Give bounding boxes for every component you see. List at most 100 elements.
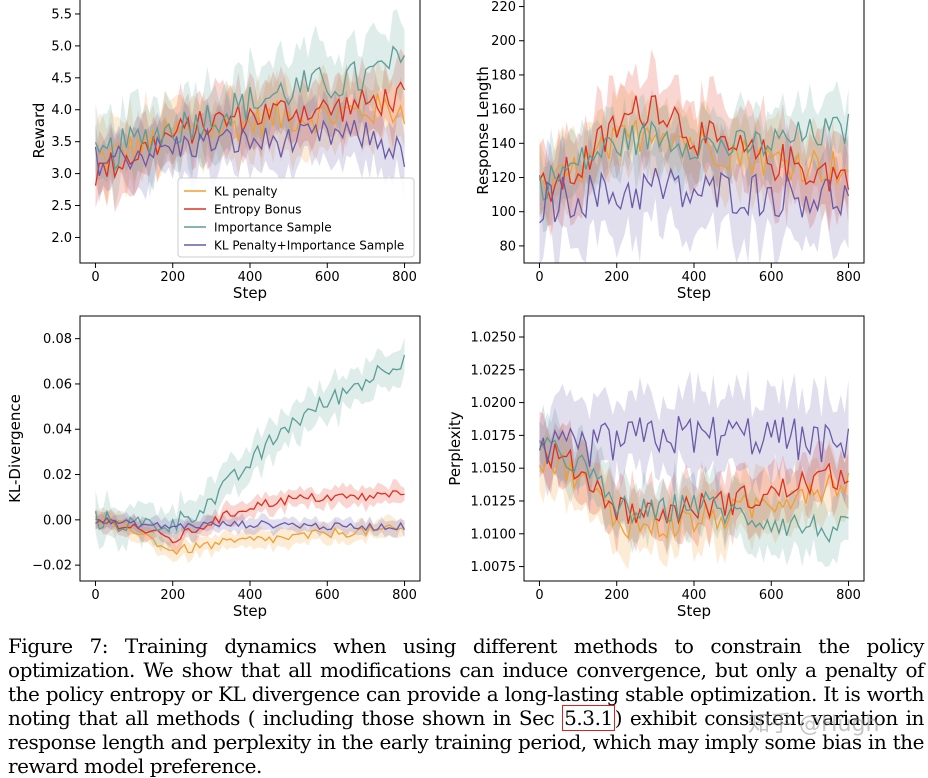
x-tick-label: 400 bbox=[238, 588, 263, 603]
y-tick-label: −0.02 bbox=[32, 559, 72, 574]
plot-area-reward bbox=[94, 9, 406, 213]
panel-kl_divergence: 0 200 400 600 800 −0.02 0.00 0.02 0.04 0.06 0.08 St… bbox=[6, 315, 421, 620]
y-tick-label: 200 bbox=[491, 34, 516, 49]
line-kl_importance bbox=[94, 119, 406, 176]
line-importance_sample bbox=[538, 436, 849, 544]
y-axis-label: Perplexity bbox=[446, 411, 464, 485]
figure-caption: Figure 7: Training dynamics when using d… bbox=[8, 634, 924, 778]
band-kl_importance bbox=[95, 509, 405, 538]
y-tick-label: 5.5 bbox=[51, 7, 72, 22]
y-tick-label: 1.0200 bbox=[471, 396, 517, 411]
y-tick-label: 2.5 bbox=[51, 199, 72, 214]
y-tick-label: 3.5 bbox=[51, 135, 72, 150]
plot-area-kl_divergence bbox=[94, 337, 406, 564]
band-entropy_bonus bbox=[95, 479, 405, 553]
band-kl_penalty bbox=[95, 506, 405, 564]
legend-label-kl_importance: KL Penalty+Importance Sample bbox=[214, 239, 404, 253]
legend-label-importance_sample: Importance Sample bbox=[214, 221, 332, 235]
caption-text-1: Figure 7: Training dynamics when using d… bbox=[8, 634, 924, 730]
x-tick-label: 200 bbox=[604, 588, 629, 603]
y-tick-label: 1.0150 bbox=[471, 462, 517, 477]
y-tick-label: 1.0075 bbox=[471, 560, 517, 575]
y-tick-label: 2.0 bbox=[51, 231, 72, 246]
x-tick-label: 800 bbox=[836, 270, 861, 285]
line-importance_sample bbox=[538, 113, 850, 201]
x-tick-label: 200 bbox=[160, 270, 185, 285]
band-kl_penalty bbox=[95, 57, 405, 208]
y-tick-label: 180 bbox=[491, 68, 516, 83]
y-tick-label: 140 bbox=[491, 137, 516, 152]
x-tick-label: 400 bbox=[238, 270, 263, 285]
x-axis-label: Step bbox=[233, 284, 267, 302]
line-kl_importance bbox=[538, 416, 850, 468]
x-axis-label: Step bbox=[677, 284, 711, 302]
x-tick-label: 600 bbox=[315, 270, 340, 285]
legend-box bbox=[177, 177, 415, 258]
section-ref-link[interactable]: 5.3.1 bbox=[562, 705, 615, 731]
y-tick-label: 0.02 bbox=[43, 468, 72, 483]
line-kl_penalty bbox=[94, 516, 405, 555]
line-entropy_bonus bbox=[539, 441, 849, 525]
x-tick-label: 0 bbox=[535, 588, 543, 603]
band-kl_importance bbox=[95, 86, 405, 203]
x-tick-label: 800 bbox=[836, 588, 861, 603]
band-kl_importance bbox=[539, 369, 849, 515]
y-axis-label: Reward bbox=[30, 103, 48, 159]
legend-label-entropy_bonus: Entropy Bonus bbox=[214, 203, 301, 217]
watermark: 知乎 @Hugh bbox=[748, 712, 880, 737]
y-tick-label: 4.0 bbox=[51, 103, 72, 118]
line-importance_sample bbox=[94, 354, 406, 533]
plot-area-response_length bbox=[538, 49, 850, 263]
x-tick-label: 0 bbox=[91, 588, 99, 603]
y-axis-label: Response Length bbox=[474, 66, 492, 195]
line-kl_penalty bbox=[539, 119, 849, 197]
y-tick-label: 220 bbox=[491, 0, 516, 15]
x-tick-label: 400 bbox=[682, 588, 707, 603]
y-tick-label: 0.00 bbox=[43, 513, 72, 528]
x-axis-label: Step bbox=[677, 602, 711, 620]
line-entropy_bonus bbox=[95, 490, 405, 544]
line-kl_importance bbox=[539, 167, 850, 224]
y-tick-label: 80 bbox=[499, 239, 516, 254]
y-tick-label: 1.0125 bbox=[471, 494, 517, 509]
x-tick-label: 800 bbox=[392, 270, 417, 285]
x-tick-label: 0 bbox=[535, 270, 543, 285]
x-tick-label: 200 bbox=[604, 270, 629, 285]
panel-perplexity: 0 200 400 600 800 1.0075 1.0100 1.0125 1.0150 1.0… bbox=[446, 315, 865, 620]
x-tick-label: 800 bbox=[392, 588, 417, 603]
x-tick-label: 600 bbox=[315, 588, 340, 603]
y-tick-label: 3.0 bbox=[51, 167, 72, 182]
line-kl_importance bbox=[95, 516, 406, 532]
line-entropy_bonus bbox=[94, 81, 406, 186]
x-tick-label: 600 bbox=[759, 270, 784, 285]
y-tick-label: 5.0 bbox=[51, 39, 72, 54]
y-tick-label: 120 bbox=[491, 171, 516, 186]
line-entropy_bonus bbox=[538, 95, 850, 202]
y-tick-label: 0.08 bbox=[43, 332, 72, 347]
x-tick-label: 600 bbox=[759, 588, 784, 603]
band-importance_sample bbox=[539, 407, 849, 568]
y-axis-label: KL-Divergence bbox=[6, 394, 24, 503]
y-tick-label: 160 bbox=[491, 103, 516, 118]
y-tick-label: 1.0100 bbox=[471, 527, 517, 542]
panel-reward: 0 200 400 600 800 2.0 2.5 3.0 3.5 4.0 4.5 5.0 5.5 Ste… bbox=[30, 0, 421, 302]
x-tick-label: 200 bbox=[160, 588, 185, 603]
y-tick-label: 0.06 bbox=[43, 377, 72, 392]
panel-response_length: 0 200 400 600 800 80 100 120 140 160 180 200 220 Step… bbox=[474, 0, 865, 302]
plot-area-perplexity bbox=[538, 369, 850, 570]
legend: KL penalty Entropy Bonus Importance Sample… bbox=[177, 177, 415, 258]
y-tick-label: 1.0225 bbox=[471, 363, 517, 378]
y-tick-label: 1.0250 bbox=[471, 330, 517, 345]
band-entropy_bonus bbox=[95, 48, 405, 213]
x-tick-label: 0 bbox=[91, 270, 99, 285]
x-tick-label: 400 bbox=[682, 270, 707, 285]
band-importance_sample bbox=[539, 80, 849, 233]
y-tick-label: 100 bbox=[491, 205, 516, 220]
line-importance_sample bbox=[94, 45, 406, 172]
y-tick-label: 0.04 bbox=[43, 423, 72, 438]
legend-label-kl_penalty: KL penalty bbox=[214, 185, 277, 199]
band-importance_sample bbox=[95, 337, 405, 553]
y-tick-label: 1.0175 bbox=[471, 429, 517, 444]
figure: 0 200 400 600 8002.02.53.03.54.04.55.05.5Ste… bbox=[6, 0, 865, 620]
y-tick-label: 4.5 bbox=[51, 71, 72, 86]
